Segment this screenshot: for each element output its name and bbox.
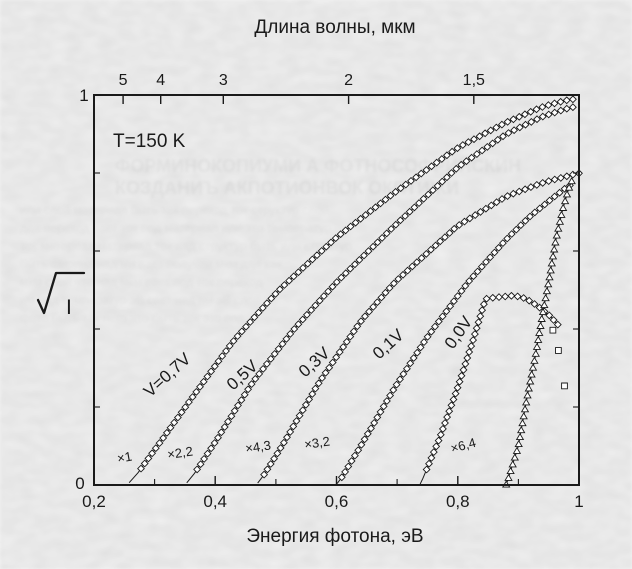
- svg-text:ток материал материал ток над: ток материал материал ток над структур б…: [20, 239, 352, 253]
- svg-text:1,5: 1,5: [463, 72, 485, 89]
- svg-text:фото быть так него что быть то: фото быть так него что быть ток это под: [20, 311, 244, 325]
- svg-text:быть ширина над нм вает получе: быть ширина над нм вает получен мкм для …: [20, 257, 283, 271]
- svg-text:0: 0: [75, 474, 84, 493]
- svg-text:1: 1: [574, 492, 583, 511]
- svg-text:2: 2: [344, 72, 353, 89]
- svg-text:или слой материал быть так пер: или слой материал быть так переход ток с…: [20, 203, 329, 217]
- svg-text:Длина волны, мкм: Длина волны, мкм: [254, 17, 415, 38]
- svg-text:0,4: 0,4: [203, 492, 227, 511]
- svg-text:Энергия фотона, эВ: Энергия фотона, эВ: [246, 526, 423, 547]
- svg-text:I: I: [66, 296, 72, 319]
- svg-text:мкм слой что над мкм вает под: мкм слой что над мкм вает под ток перехо…: [20, 275, 263, 289]
- svg-text:0,6: 0,6: [325, 492, 349, 511]
- svg-text:4: 4: [156, 72, 165, 89]
- svg-text:0,8: 0,8: [446, 492, 470, 511]
- svg-text:0,2: 0,2: [82, 492, 106, 511]
- svg-text:T=150 K: T=150 K: [113, 131, 186, 152]
- svg-text:3: 3: [219, 72, 228, 89]
- svg-text:1: 1: [79, 86, 88, 105]
- svg-text:×1: ×1: [116, 449, 133, 466]
- svg-text:нм над температур эВ свет над: нм над температур эВ свет над нм эВ слой: [20, 293, 261, 307]
- svg-text:для переход вает ток под матер: для переход вает ток под материал или эт…: [20, 221, 332, 235]
- svg-text:5: 5: [119, 72, 128, 89]
